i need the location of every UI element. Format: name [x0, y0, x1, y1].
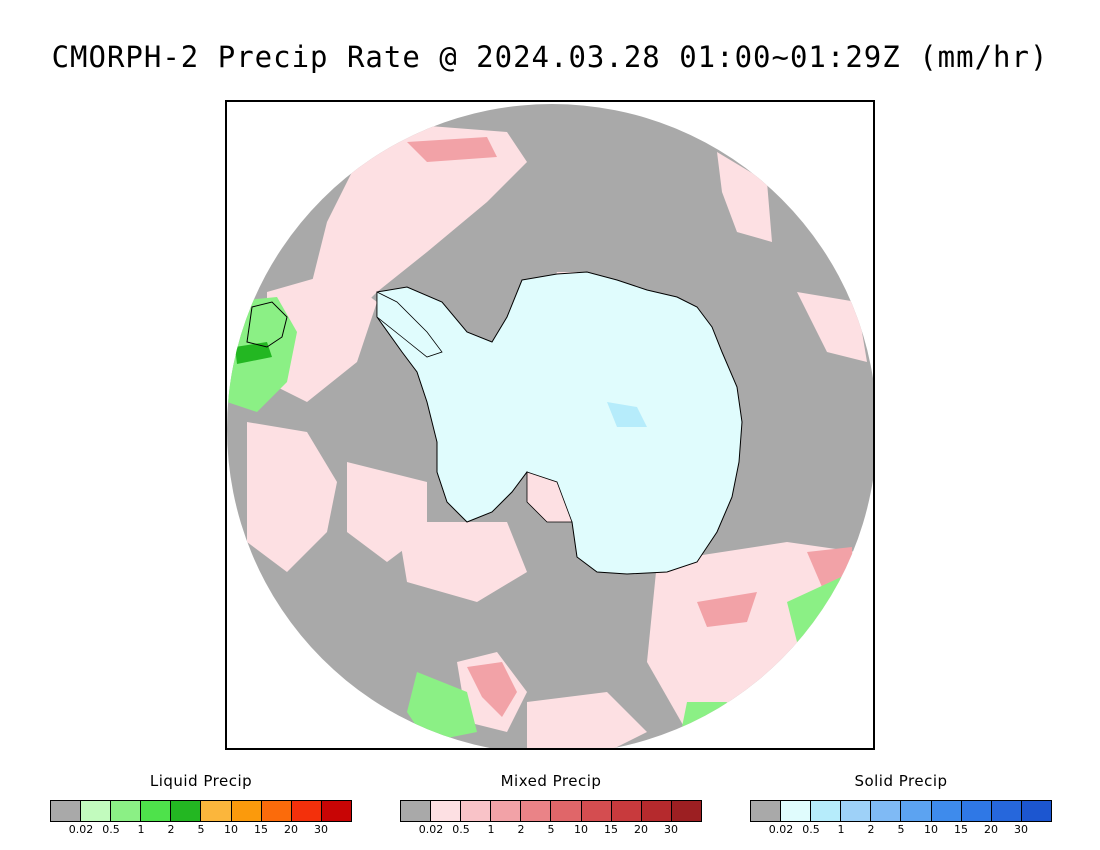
tick-labels: 0.02 0.5 1 2 5 10 15 20 30 [50, 823, 352, 837]
legend-swatch [231, 801, 262, 821]
legend-swatch [551, 801, 582, 821]
mixed-precip-area-bottom [527, 692, 647, 748]
legend-tick-label: 30 [664, 823, 678, 836]
legend-tick-label: 5 [897, 823, 905, 836]
legend-tick-label: 30 [1014, 823, 1028, 836]
mixed-precip-area-ne [717, 152, 772, 242]
tick-labels: 0.02 0.5 1 2 5 10 15 20 30 [400, 823, 702, 837]
south-america-tip [246, 301, 288, 348]
legend-swatch [171, 801, 202, 821]
legend-swatch [111, 801, 142, 821]
antarctic-peninsula [376, 291, 443, 358]
legend-swatch [321, 801, 351, 821]
precip-map [227, 104, 873, 748]
legend-tick-label: 0.02 [418, 823, 444, 836]
legend-solid-precip: Solid Precip 0.02 0.5 1 2 5 10 15 20 30 [750, 772, 1052, 838]
legend-swatch [201, 801, 232, 821]
legend-title: Solid Precip [854, 772, 948, 790]
legend-tick-label: 0.02 [68, 823, 94, 836]
map-frame [225, 100, 875, 750]
legend-swatch [841, 801, 872, 821]
mixed-precip-area-s [397, 522, 527, 602]
legend-swatch [491, 801, 522, 821]
mixed-precip-n-band [407, 137, 497, 162]
mixed-precip-heavy [407, 137, 852, 717]
mixed-precip-se-band [697, 592, 757, 627]
legend-swatch [811, 801, 842, 821]
legend-mixed-precip: Mixed Precip 0.02 0.5 1 2 5 10 15 20 30 [400, 772, 702, 838]
tick-labels: 0.02 0.5 1 2 5 10 15 20 30 [750, 823, 1052, 837]
legend-swatch [641, 801, 672, 821]
legend-swatch [141, 801, 172, 821]
legend-tick-label: 2 [167, 823, 175, 836]
legend-tick-label: 1 [137, 823, 145, 836]
legend-tick-label: 20 [984, 823, 998, 836]
legend-tick-label: 10 [574, 823, 588, 836]
legend-tick-label: 0.5 [102, 823, 120, 836]
legend-swatch [431, 801, 462, 821]
legend-tick-label: 10 [224, 823, 238, 836]
legend-tick-label: 5 [197, 823, 205, 836]
mixed-precip-area-nw [307, 122, 527, 332]
legend-tick-label: 2 [867, 823, 875, 836]
legend-tick-label: 1 [487, 823, 495, 836]
mixed-precip-se-core [807, 547, 852, 587]
map-title: CMORPH-2 Precip Rate @ 2024.03.28 01:00~… [51, 40, 1049, 74]
legend-swatch [781, 801, 812, 821]
mixed-precip-area-sw [247, 422, 337, 572]
legend-tick-label: 5 [547, 823, 555, 836]
legend-swatch [261, 801, 292, 821]
map-disk [227, 104, 873, 748]
legend-tick-label: 15 [954, 823, 968, 836]
legend-swatch [901, 801, 932, 821]
color-bar [750, 800, 1052, 822]
legend-swatch [521, 801, 552, 821]
legend-swatch [961, 801, 992, 821]
legend-tick-label: 1 [837, 823, 845, 836]
legend-tick-label: 15 [254, 823, 268, 836]
legend-swatch [291, 801, 322, 821]
legend-swatch [751, 801, 782, 821]
legend-swatch [611, 801, 642, 821]
liquid-precip-area-sse [682, 702, 727, 727]
legend-tick-label: 10 [924, 823, 938, 836]
legend-swatch [991, 801, 1022, 821]
legend-swatch [1021, 801, 1051, 821]
color-bar [50, 800, 352, 822]
mixed-precip-areas [247, 122, 867, 748]
legend-tick-label: 20 [284, 823, 298, 836]
legend-swatch [461, 801, 492, 821]
legend-swatch [401, 801, 432, 821]
legend-swatch [51, 801, 82, 821]
liquid-precip-core [235, 342, 272, 364]
color-bar [400, 800, 702, 822]
liquid-precip-area-s [407, 672, 477, 742]
legend-tick-label: 15 [604, 823, 618, 836]
mixed-precip-storm-core [467, 662, 517, 717]
legend-swatch [871, 801, 902, 821]
legend-title: Liquid Precip [149, 772, 253, 790]
legend-tick-label: 0.5 [452, 823, 470, 836]
ross-shelf [526, 471, 573, 523]
legend-swatch [81, 801, 112, 821]
legend-tick-label: 30 [314, 823, 328, 836]
legend-swatch [581, 801, 612, 821]
legend-liquid-precip: Liquid Precip 0.02 0.5 1 2 5 10 15 20 30 [50, 772, 352, 838]
legend-title: Mixed Precip [500, 772, 602, 790]
legend-tick-label: 0.5 [802, 823, 820, 836]
legend-tick-label: 20 [634, 823, 648, 836]
solid-precip-spot [607, 402, 647, 427]
legend-swatch [671, 801, 701, 821]
legend-tick-label: 2 [517, 823, 525, 836]
legend-swatch [931, 801, 962, 821]
mixed-precip-area-w [267, 272, 377, 402]
legend-tick-label: 0.02 [768, 823, 794, 836]
mixed-precip-area-e [797, 292, 867, 362]
